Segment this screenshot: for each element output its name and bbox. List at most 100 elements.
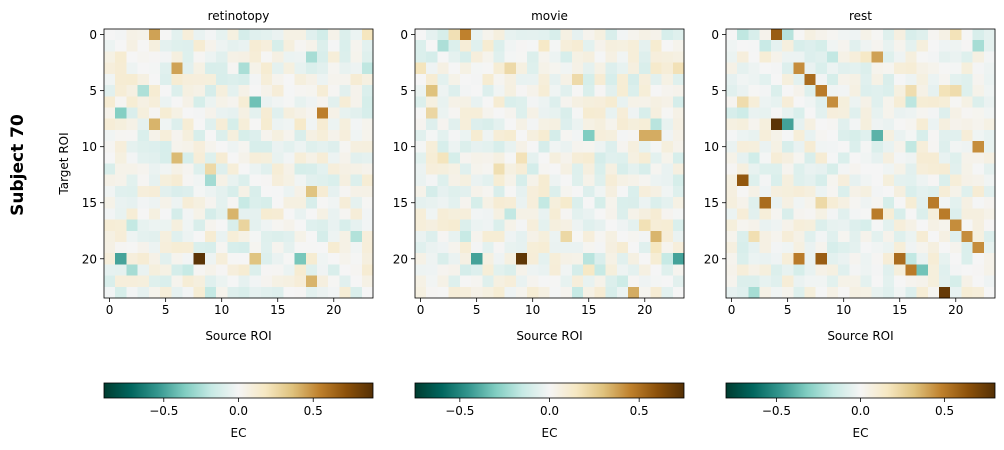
heatmap-cell — [871, 62, 884, 75]
heatmap-cell — [560, 141, 573, 153]
heatmap-cell — [426, 163, 438, 176]
heatmap-cell — [793, 241, 805, 254]
heatmap-cell — [426, 230, 438, 243]
heatmap-cell — [426, 40, 438, 52]
heatmap-cell — [849, 73, 861, 86]
heatmap-cell — [482, 118, 494, 131]
heatmap-cell — [961, 253, 973, 265]
heatmap-cell — [104, 185, 116, 198]
heatmap-cell — [616, 96, 629, 108]
heatmap-cell — [471, 219, 483, 232]
heatmap-cell — [748, 85, 761, 97]
heatmap-cell — [272, 107, 284, 120]
heatmap-cell — [227, 275, 239, 288]
heatmap-cell — [171, 152, 183, 164]
heatmap-cell — [583, 185, 595, 198]
heatmap-cell — [804, 107, 817, 120]
heatmap-cell — [560, 51, 573, 64]
x-tick-label: 5 — [162, 303, 170, 317]
heatmap-cell — [871, 264, 884, 276]
heatmap-cell — [860, 118, 873, 131]
heatmap-cell — [316, 197, 329, 209]
heatmap-cell — [905, 129, 917, 142]
heatmap-cell — [782, 29, 794, 41]
heatmap-cell — [471, 185, 483, 198]
heatmap-cell — [860, 185, 873, 198]
heatmap-cell — [426, 152, 438, 164]
heatmap-cell — [339, 241, 351, 254]
heatmap-cell — [148, 163, 161, 176]
heatmap-cell — [171, 62, 183, 75]
heatmap-cell — [961, 29, 973, 41]
heatmap-cell — [605, 174, 618, 187]
heatmap-cell — [882, 163, 895, 176]
heatmap-cell — [216, 197, 228, 209]
heatmap-cell — [583, 219, 595, 232]
heatmap-cell — [950, 107, 962, 120]
heatmap-cell — [804, 118, 817, 131]
heatmap-cell — [661, 62, 674, 75]
heatmap-cell — [560, 163, 573, 176]
heatmap-cell — [661, 51, 674, 64]
heatmap-cell — [849, 107, 861, 120]
heatmap-cell — [560, 107, 573, 120]
heatmap-cell — [137, 253, 150, 265]
heatmap-cell — [328, 29, 340, 41]
heatmap-cell — [849, 208, 861, 220]
heatmap-cell — [849, 185, 861, 198]
heatmap-cell — [838, 29, 850, 41]
heatmap-cell — [305, 230, 318, 243]
heatmap-cell — [571, 208, 584, 220]
heatmap-cell — [961, 163, 973, 176]
heatmap-cell — [104, 29, 116, 41]
heatmap-cell — [339, 29, 351, 41]
heatmap-cell — [426, 85, 438, 97]
heatmap-cell — [916, 107, 929, 120]
heatmap-cell — [160, 51, 172, 64]
heatmap-cell — [328, 96, 340, 108]
heatmap-cell — [350, 141, 363, 153]
heatmap-cell — [583, 197, 595, 209]
heatmap-cell — [950, 197, 962, 209]
heatmap-cell — [605, 118, 618, 131]
heatmap-cell — [182, 40, 195, 52]
heatmap-cell — [726, 118, 738, 131]
heatmap-cell — [804, 185, 817, 198]
heatmap-cell — [115, 286, 127, 299]
heatmap-cell — [527, 29, 539, 41]
heatmap-cell — [238, 275, 251, 288]
heatmap-cells — [726, 29, 996, 299]
heatmap-cell — [160, 40, 172, 52]
heatmap-cell — [426, 73, 438, 86]
heatmap-cell — [916, 96, 929, 108]
heatmap-cell — [871, 253, 884, 265]
heatmap-cell — [493, 152, 506, 164]
heatmap-cell — [972, 275, 985, 288]
heatmap-cell — [737, 40, 749, 52]
heatmap-cell — [227, 129, 239, 142]
heatmap-cell — [482, 29, 494, 41]
heatmap-cell — [770, 219, 783, 232]
heatmap-cell — [549, 197, 562, 209]
heatmap-cell — [594, 40, 606, 52]
heatmap-cell — [193, 208, 206, 220]
heatmap-cell — [661, 73, 674, 86]
heatmap-cell — [882, 208, 895, 220]
heatmap-cell — [471, 230, 483, 243]
heatmap-cell — [182, 107, 195, 120]
heatmap-cell — [916, 85, 929, 97]
x-tick-label: 10 — [525, 303, 540, 317]
heatmap-cell — [804, 219, 817, 232]
heatmap-cell — [515, 141, 528, 153]
heatmap-cell — [316, 141, 329, 153]
heatmap-cell — [804, 62, 817, 75]
heatmap-cell — [204, 107, 217, 120]
heatmap-cell — [204, 264, 217, 276]
heatmap-cell — [272, 85, 284, 97]
heatmap-cell — [961, 62, 973, 75]
heatmap-cell — [849, 51, 861, 64]
heatmap-cell — [260, 230, 273, 243]
heatmap-cell — [804, 275, 817, 288]
heatmap-cell — [782, 219, 794, 232]
heatmap-cell — [339, 118, 351, 131]
